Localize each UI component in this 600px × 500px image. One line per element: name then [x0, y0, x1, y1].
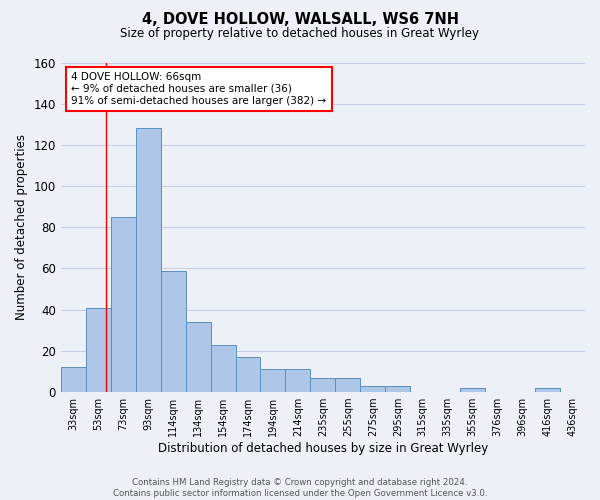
- Bar: [335, 378, 361, 392]
- Bar: [86, 308, 111, 392]
- Bar: [211, 344, 236, 392]
- Bar: [535, 388, 560, 392]
- Y-axis label: Number of detached properties: Number of detached properties: [15, 134, 28, 320]
- Bar: [185, 322, 211, 392]
- Bar: [136, 128, 161, 392]
- Bar: [111, 217, 136, 392]
- Bar: [286, 370, 310, 392]
- Bar: [161, 270, 185, 392]
- Text: Contains HM Land Registry data © Crown copyright and database right 2024.
Contai: Contains HM Land Registry data © Crown c…: [113, 478, 487, 498]
- Bar: [361, 386, 385, 392]
- Bar: [385, 386, 410, 392]
- Bar: [260, 370, 286, 392]
- Text: 4, DOVE HOLLOW, WALSALL, WS6 7NH: 4, DOVE HOLLOW, WALSALL, WS6 7NH: [142, 12, 458, 28]
- Bar: [236, 357, 260, 392]
- X-axis label: Distribution of detached houses by size in Great Wyrley: Distribution of detached houses by size …: [158, 442, 488, 455]
- Bar: [460, 388, 485, 392]
- Bar: [310, 378, 335, 392]
- Bar: [61, 368, 86, 392]
- Text: 4 DOVE HOLLOW: 66sqm
← 9% of detached houses are smaller (36)
91% of semi-detach: 4 DOVE HOLLOW: 66sqm ← 9% of detached ho…: [71, 72, 326, 106]
- Text: Size of property relative to detached houses in Great Wyrley: Size of property relative to detached ho…: [121, 28, 479, 40]
